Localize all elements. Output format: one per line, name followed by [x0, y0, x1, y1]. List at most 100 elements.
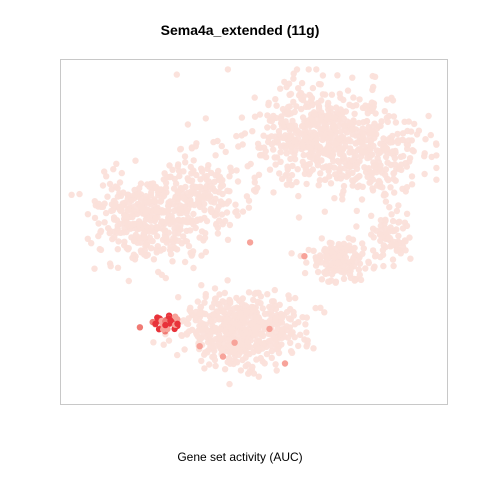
cell-point	[228, 326, 235, 333]
cell-point	[317, 170, 324, 177]
cell-point	[149, 237, 156, 245]
cell-point	[250, 187, 258, 194]
cell-point	[211, 356, 219, 364]
cell-point	[390, 175, 397, 182]
cell-point	[211, 295, 219, 302]
cell-point	[422, 136, 429, 143]
cell-point	[318, 235, 325, 242]
cell-point	[251, 290, 258, 298]
cell-point	[272, 161, 279, 168]
cell-point	[313, 136, 321, 143]
cell-point	[219, 353, 227, 360]
cell-point	[187, 227, 194, 234]
cell-point	[327, 180, 335, 187]
cell-point	[287, 155, 294, 163]
cell-point	[226, 380, 233, 388]
cell-point	[382, 153, 390, 161]
cell-point	[132, 157, 139, 164]
cell-point	[150, 256, 158, 263]
cell-point	[111, 234, 118, 241]
cell-point	[131, 203, 138, 210]
cell-point	[405, 137, 412, 144]
cell-point	[288, 330, 295, 337]
cell-point	[221, 289, 228, 297]
cell-point	[267, 309, 275, 316]
cell-point	[375, 158, 382, 166]
cell-point	[278, 312, 285, 320]
cell-point	[340, 134, 347, 141]
cell-point	[295, 214, 303, 221]
cell-point	[349, 182, 356, 189]
cell-point	[312, 304, 319, 312]
cell-point	[321, 208, 328, 215]
cell-point	[365, 123, 372, 131]
cell-point	[195, 191, 202, 198]
cell-point	[276, 170, 283, 177]
cell-point	[287, 339, 294, 346]
cell-point	[167, 317, 174, 324]
cell-point	[201, 234, 209, 242]
cell-point	[190, 157, 197, 164]
cell-point	[295, 319, 302, 326]
cell-point	[188, 201, 196, 208]
cell-point	[301, 269, 309, 277]
cell-point	[402, 238, 409, 245]
cell-point	[169, 219, 176, 226]
cell-point	[288, 181, 295, 189]
cell-point	[339, 196, 346, 203]
cell-point	[367, 146, 374, 153]
cell-point	[367, 129, 375, 136]
cell-point	[241, 320, 249, 327]
cell-point	[180, 317, 187, 324]
cell-point	[395, 232, 402, 240]
cell-point	[410, 148, 417, 155]
cell-point	[303, 329, 310, 336]
cell-point	[297, 331, 304, 338]
cell-point	[180, 168, 187, 175]
cell-point	[130, 220, 137, 227]
cell-point	[246, 239, 254, 246]
cell-point	[255, 144, 262, 151]
cell-point	[303, 180, 310, 188]
cell-point	[211, 187, 219, 195]
cell-point	[312, 262, 320, 269]
cell-point	[331, 254, 338, 261]
cell-point	[238, 132, 245, 139]
cell-point	[325, 278, 332, 285]
cell-point	[192, 224, 199, 232]
cell-point	[260, 144, 268, 151]
cell-point	[287, 348, 295, 355]
cell-point	[264, 112, 271, 119]
cell-point	[207, 332, 214, 339]
cell-point	[289, 162, 296, 170]
cell-point	[181, 153, 189, 160]
cell-point	[406, 155, 414, 162]
cell-point	[288, 125, 295, 132]
cell-point	[355, 266, 363, 273]
cell-point	[273, 367, 280, 374]
cell-point	[248, 320, 255, 328]
cell-point	[274, 345, 282, 352]
cell-point	[268, 141, 276, 148]
cell-point	[209, 339, 216, 346]
cell-point	[379, 246, 387, 254]
cell-point	[252, 326, 259, 333]
cell-point	[319, 72, 327, 79]
cell-point	[227, 360, 234, 367]
cell-point	[157, 220, 165, 227]
cell-point	[236, 297, 243, 304]
cell-point	[278, 123, 286, 130]
cell-point	[276, 301, 283, 308]
cell-point	[107, 263, 114, 270]
cell-point	[212, 362, 219, 370]
cell-point	[277, 158, 284, 165]
cell-point	[327, 260, 334, 268]
cell-point	[240, 314, 247, 321]
cell-point	[174, 320, 181, 327]
cell-point	[327, 130, 335, 138]
cell-point	[379, 184, 386, 191]
cell-point	[334, 72, 341, 79]
cell-point	[152, 184, 160, 191]
cell-point	[244, 339, 251, 346]
cell-point	[370, 265, 377, 272]
